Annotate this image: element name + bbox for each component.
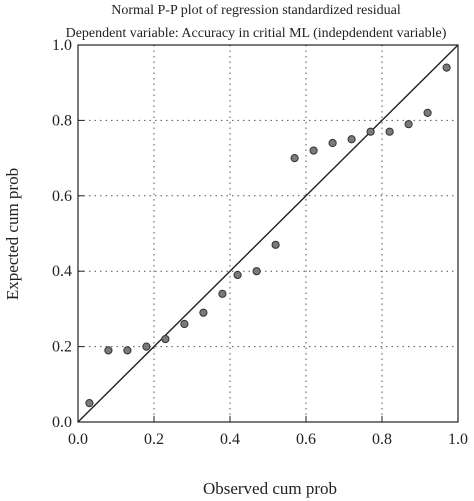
grid-lines (78, 45, 458, 422)
data-point (123, 346, 132, 355)
y-tick-label: 0.4 (52, 263, 72, 280)
data-point (404, 120, 413, 129)
reference-line (77, 44, 459, 423)
x-axis-label: Observed cum prob (203, 479, 337, 498)
x-tick-label: 0.2 (144, 431, 164, 448)
plot-frame (77, 44, 459, 423)
y-axis-label: Expected cum prob (3, 168, 22, 300)
y-tick-label: 0.2 (52, 339, 72, 356)
data-point (252, 267, 261, 276)
data-point (271, 240, 280, 249)
y-tick-label: 0.0 (52, 414, 72, 431)
data-point (180, 319, 189, 329)
y-tick-label: 0.8 (52, 112, 72, 129)
data-point (199, 308, 208, 317)
data-point (161, 334, 170, 344)
x-tick-label: 0.0 (68, 431, 88, 448)
data-point (104, 346, 113, 355)
x-tick-label: 0.6 (296, 431, 316, 448)
x-tick-label: 0.4 (220, 431, 240, 448)
data-point (290, 154, 299, 163)
data-point (85, 399, 94, 408)
data-point (442, 63, 451, 72)
data-points (85, 63, 451, 408)
y-axis-ticks: 0.0 0.2 0.4 0.6 0.8 1.0 (52, 37, 84, 431)
data-point (366, 127, 375, 136)
data-point (233, 270, 242, 280)
data-point (218, 289, 227, 298)
data-point (385, 127, 394, 136)
data-point (328, 138, 337, 148)
data-point (347, 135, 356, 144)
y-tick-label: 1.0 (52, 37, 72, 54)
chart-subtitle: Dependent variable: Accuracy in critial … (66, 26, 447, 41)
x-tick-label: 1.0 (448, 431, 468, 448)
x-axis-ticks: 0.0 0.2 0.4 0.6 0.8 1.0 (68, 416, 468, 448)
data-point (142, 342, 151, 351)
chart-title: Normal P-P plot of regression standardiz… (111, 3, 401, 18)
x-tick-label: 0.8 (372, 431, 392, 448)
data-point (309, 146, 318, 155)
y-tick-label: 0.6 (52, 188, 72, 205)
data-point (423, 108, 432, 117)
